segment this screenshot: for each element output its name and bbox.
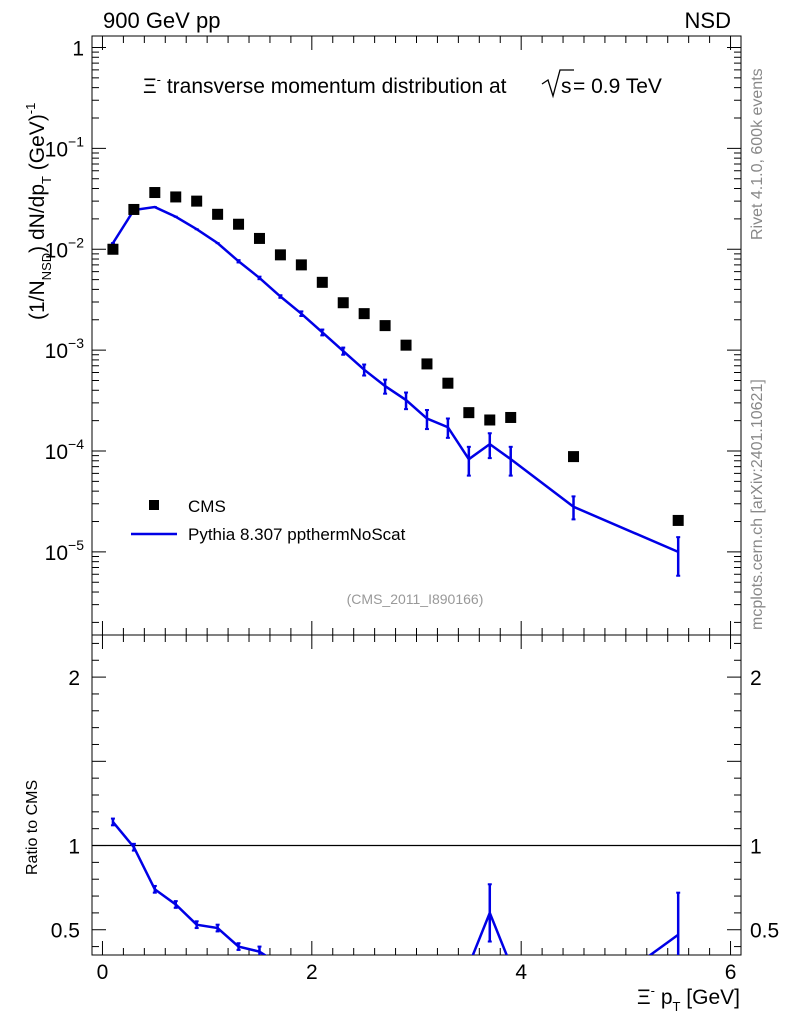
ratio-curve [111,821,268,955]
cms-data-point [463,407,475,419]
x-tick-label: 2 [306,961,318,984]
ratio-plot-frame [91,634,742,956]
ratio-curve [648,933,679,955]
ratio-y-axis-label: Ratio to CMS [24,780,41,875]
cms-data-point [400,339,412,351]
cms-data-point [107,243,119,255]
y-tick-exponent: −5 [68,537,84,553]
y-tick-base: 10 [45,542,68,565]
y-tick-base: 1 [72,37,84,60]
cms-data-point [505,411,517,423]
xlabel-text: p [655,986,673,1009]
title-text: transverse momentum distribution at [161,75,507,98]
ratio-y-tick-label-right: 1 [750,836,762,859]
main-axis-ticks: 110−110−210−310−410−5 [45,36,741,955]
y-tick-base: 10 [45,239,68,262]
cms-data-point [212,208,224,220]
legend-cms-marker [149,500,159,510]
cms-data-point [295,259,307,271]
header-collision: 900 GeV pp [103,8,220,33]
x-tick-label: 0 [97,961,109,984]
legend-cms-label: CMS [188,497,226,516]
header-event-type: NSD [685,8,731,33]
main-data-marks [107,187,684,577]
cms-data-point [358,308,370,320]
x-axis-label: Ξ- pT [GeV] [637,983,740,1014]
ylabel-c: (GeV) [26,114,49,176]
mcplots-label: mcplots.cern.ch [arXiv:2401.10621] [749,379,766,630]
cms-data-point [337,297,349,309]
plot-title: Ξ- transverse momentum distribution at [143,72,507,98]
y-tick-label: 10−5 [45,537,85,565]
cms-data-point [672,514,684,526]
ylabel-b: ) dN/dp [26,184,49,253]
xlabel-particle: Ξ [637,986,651,1009]
cms-data-point [442,377,454,389]
x-tick-label: 4 [515,961,527,984]
y-tick-label: 10−2 [45,234,85,262]
y-tick-label: 10−1 [45,133,85,161]
cms-data-point [274,249,286,261]
cms-data-point [149,187,161,199]
cms-data-point [170,191,182,203]
pythia-curve [111,205,679,554]
ratio-y-tick-label-right: 0.5 [750,920,779,943]
main-plot-frame [91,35,742,636]
xlabel-sub: T [673,999,681,1014]
ratio-y-tick-label-right: 2 [750,667,762,690]
y-tick-label: 10−4 [45,436,85,464]
cms-data-point [233,218,245,230]
cms-data-point [568,451,580,463]
sqrt-symbol [541,69,574,99]
ylabel-a: (1/N [26,280,49,320]
y-tick-exponent: −1 [68,133,84,149]
y-tick-label: 1 [72,37,84,60]
ylabel-b-sub: T [39,176,54,184]
cms-data-point [484,414,496,426]
ratio-axis-ticks: 0.5 0.5 1 1 2 2 0 2 4 6 [51,642,779,984]
xlabel-unit: [GeV] [680,986,740,1009]
ratio-y-tick-label-left: 2 [68,667,80,690]
y-tick-exponent: −3 [68,335,84,351]
cms-data-point [191,195,203,207]
ratio-y-tick-label-left: 0.5 [51,920,80,943]
y-tick-base: 10 [45,138,68,161]
cms-data-point [421,358,433,370]
title-energy: = 0.9 TeV [573,75,662,98]
cms-data-point [316,276,328,288]
y-tick-base: 10 [45,441,68,464]
y-tick-label: 10−3 [45,335,85,363]
cms-data-point [379,320,391,332]
cms-data-point [128,203,140,215]
y-axis-label: (1/NNSD) dN/dpT (GeV)-1 [23,103,54,320]
analysis-watermark: (CMS_2011_I890166) [347,591,484,607]
rivet-label: Rivet 4.1.0, 600k events [749,68,766,240]
cms-data-point [253,232,265,244]
y-tick-exponent: −4 [68,436,84,452]
ratio-data-marks [110,817,681,955]
ratio-y-tick-label-left: 1 [68,836,80,859]
ratio-curve-group [110,817,681,955]
title-sqrt-s: s [561,75,572,98]
legend-pythia-label: Pythia 8.307 ppthermNoScat [188,525,406,544]
y-tick-exponent: −2 [68,234,84,250]
xlabel-particle-sup: - [651,983,655,998]
x-tick-label: 6 [725,961,737,984]
ylabel-a-sub: NSD [39,253,54,280]
title-particle-sup: - [157,72,161,87]
ylabel-c-sup: -1 [23,103,38,115]
title-particle: Ξ [143,75,157,98]
y-tick-base: 10 [45,340,68,363]
